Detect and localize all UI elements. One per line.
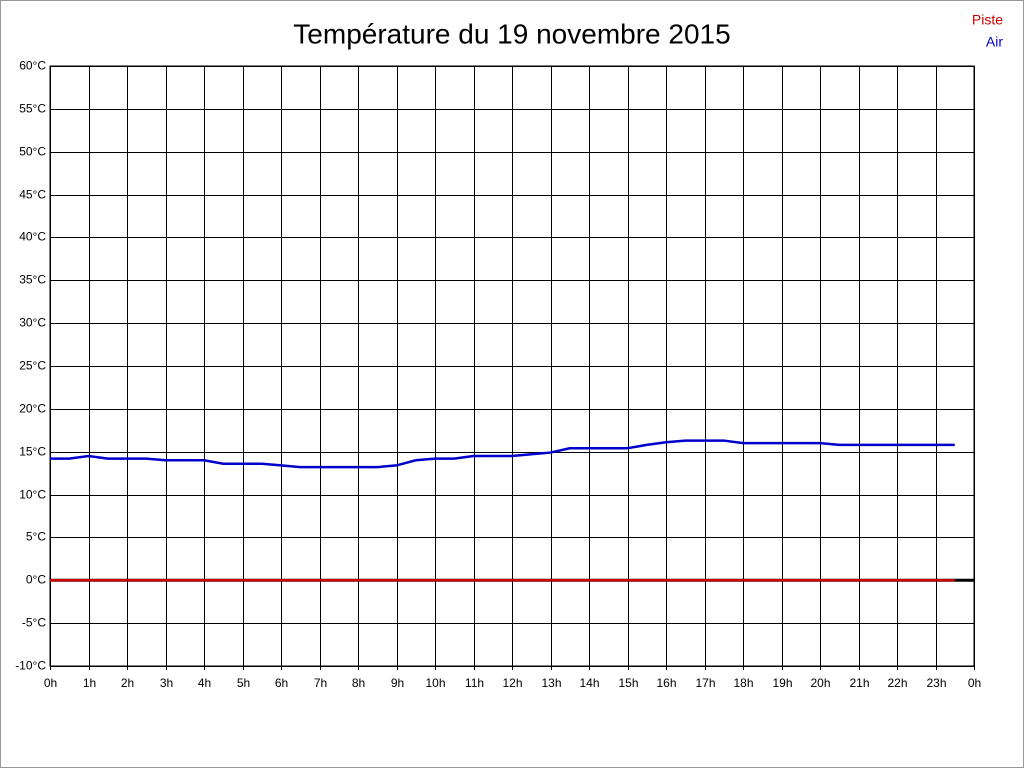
x-tick-label: 15h <box>618 676 638 690</box>
x-tick-label: 12h <box>502 676 522 690</box>
chart-title: Température du 19 novembre 2015 <box>293 18 730 49</box>
x-tick-label: 7h <box>314 676 327 690</box>
y-tick-label: 55°C <box>19 102 46 116</box>
x-tick-label: 18h <box>733 676 753 690</box>
x-tick-label: 1h <box>83 676 96 690</box>
y-tick-label: 20°C <box>19 402 46 416</box>
y-tick-label: 5°C <box>26 530 46 544</box>
legend-entry: Air <box>986 34 1003 50</box>
x-tick-label: 17h <box>695 676 715 690</box>
y-tick-label: -5°C <box>22 616 46 630</box>
y-tick-label: 35°C <box>19 273 46 287</box>
legend-entry: Piste <box>972 12 1003 28</box>
x-tick-label: 0h <box>44 676 57 690</box>
x-tick-label: 6h <box>275 676 288 690</box>
x-tick-label: 9h <box>391 676 404 690</box>
x-tick-label: 2h <box>121 676 134 690</box>
y-tick-label: 0°C <box>26 573 46 587</box>
y-tick-label: 30°C <box>19 316 46 330</box>
x-tick-label: 21h <box>849 676 869 690</box>
x-tick-label: 19h <box>772 676 792 690</box>
y-tick-label: 40°C <box>19 230 46 244</box>
x-tick-label: 10h <box>425 676 445 690</box>
x-tick-label: 20h <box>810 676 830 690</box>
y-tick-label: -10°C <box>15 659 46 673</box>
y-tick-label: 10°C <box>19 488 46 502</box>
series-line <box>50 439 955 469</box>
x-tick-label: 14h <box>579 676 599 690</box>
x-tick-label: 5h <box>237 676 250 690</box>
x-tick-label: 11h <box>465 676 484 690</box>
x-tick-label: 23h <box>926 676 946 690</box>
y-tick-label: 15°C <box>19 445 46 459</box>
x-tick-label: 13h <box>541 676 561 690</box>
x-tick-label: 22h <box>887 676 907 690</box>
x-tick-label: 8h <box>352 676 365 690</box>
y-tick-label: 50°C <box>19 145 46 159</box>
y-tick-label: 60°C <box>19 59 46 73</box>
x-tick-label: 16h <box>656 676 676 690</box>
y-tick-label: 25°C <box>19 359 46 373</box>
x-tick-label: 3h <box>160 676 173 690</box>
x-tick-label: 4h <box>198 676 211 690</box>
y-tick-label: 45°C <box>19 188 46 202</box>
x-tick-label: 0h <box>968 676 981 690</box>
